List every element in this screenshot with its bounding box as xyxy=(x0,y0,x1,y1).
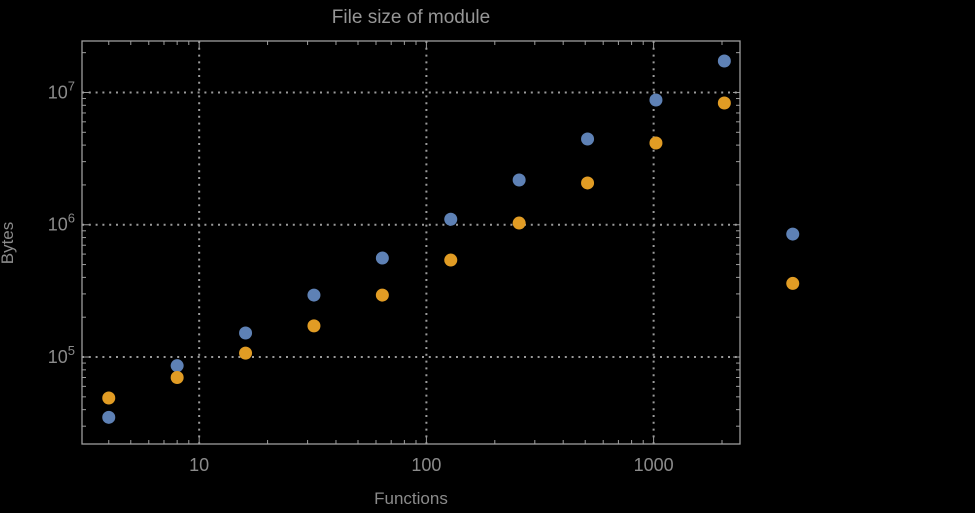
data-point-blue-series-x128 xyxy=(444,212,458,226)
x-axis-label: Functions xyxy=(374,489,448,508)
y-tick-label-10e6: 106 xyxy=(48,211,75,235)
plot-frame xyxy=(81,40,741,445)
data-point-blue-series-x1024 xyxy=(649,93,663,107)
x-tick-label-1000: 1000 xyxy=(634,455,674,475)
data-point-blue-series-x4096 xyxy=(786,227,800,241)
data-point-blue-series-x16 xyxy=(239,326,253,340)
data-point-blue-series-x32 xyxy=(307,288,321,302)
x-tick-label-100: 100 xyxy=(411,455,441,475)
data-point-orange-series-x4096 xyxy=(786,276,800,290)
y-tick-label-10e5: 105 xyxy=(48,343,75,367)
data-point-orange-series-x8 xyxy=(170,371,184,385)
data-point-orange-series-x128 xyxy=(444,253,458,267)
data-point-orange-series-x2048 xyxy=(717,96,731,110)
data-point-orange-series-x256 xyxy=(512,216,526,230)
data-point-blue-series-x2048 xyxy=(717,54,731,68)
data-point-blue-series-x64 xyxy=(375,251,389,265)
data-point-orange-series-x1024 xyxy=(649,136,663,150)
y-tick-label-10e7: 107 xyxy=(48,78,75,102)
data-point-orange-series-x64 xyxy=(375,288,389,302)
data-point-blue-series-x512 xyxy=(581,132,595,146)
data-point-orange-series-x512 xyxy=(581,176,595,190)
data-point-blue-series-x4 xyxy=(102,410,116,424)
chart-title: File size of module xyxy=(332,7,490,28)
chart-layer: 10 100 1000 105 106 107 xyxy=(48,40,800,475)
data-point-orange-series-x16 xyxy=(239,346,253,360)
data-point-blue-series-x8 xyxy=(170,359,184,373)
data-point-orange-series-x32 xyxy=(307,319,321,333)
x-tick-label-10: 10 xyxy=(189,455,209,475)
data-point-orange-series-x4 xyxy=(102,391,116,405)
data-point-blue-series-x256 xyxy=(512,173,526,187)
y-axis-label: Bytes xyxy=(0,222,17,265)
